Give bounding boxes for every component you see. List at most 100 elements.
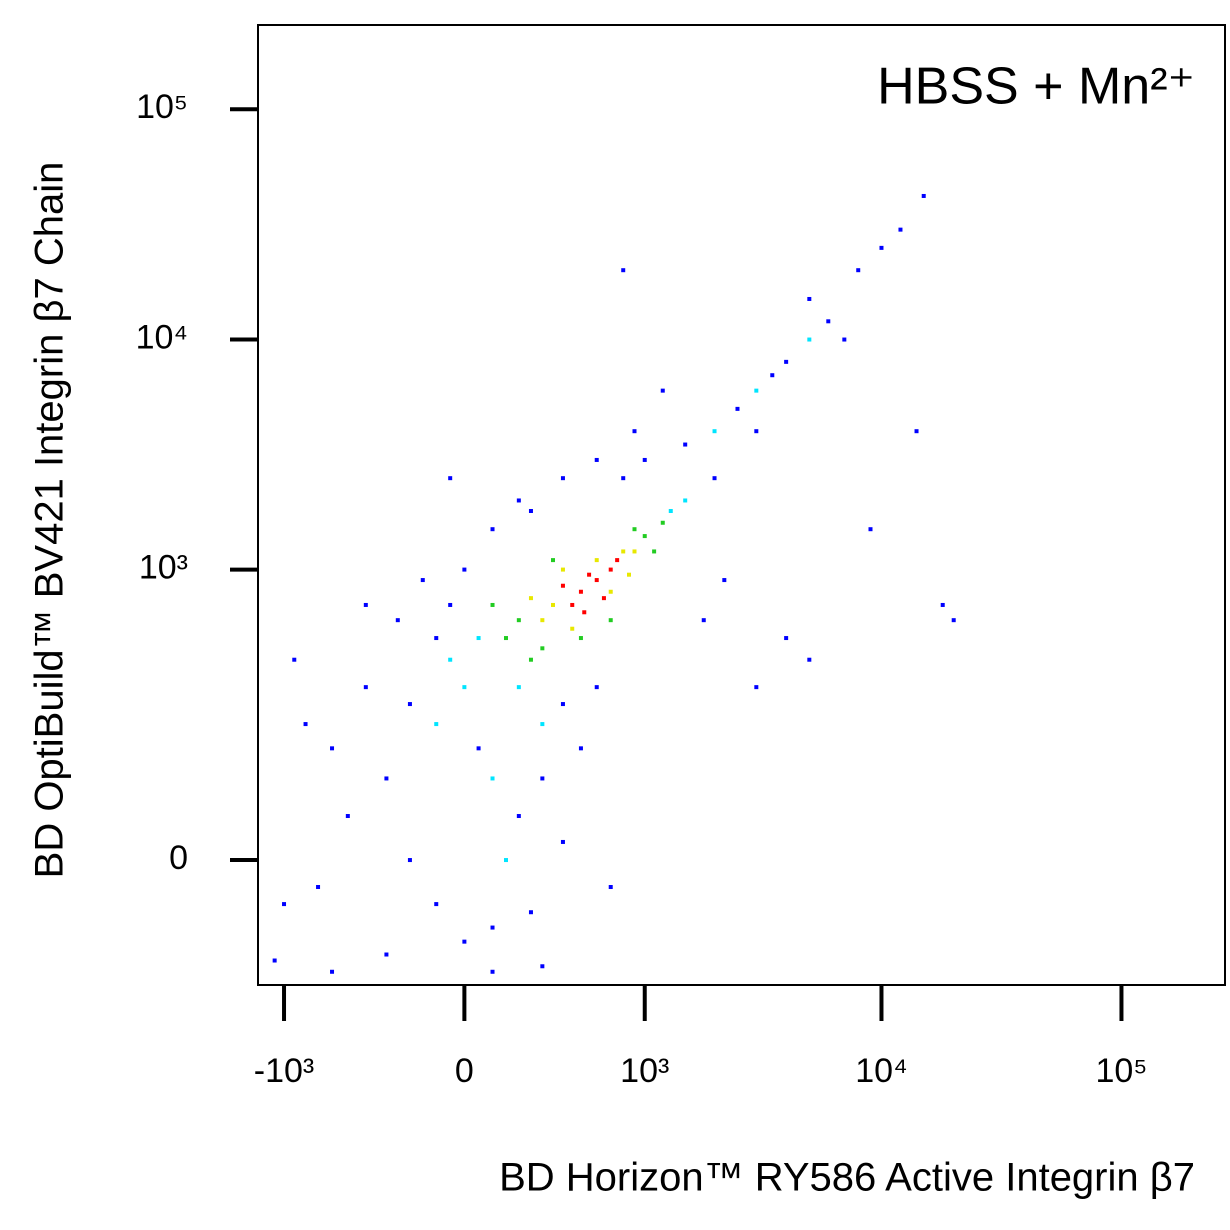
point xyxy=(632,527,637,532)
point xyxy=(540,776,545,781)
point xyxy=(434,722,439,727)
point xyxy=(712,429,717,434)
point xyxy=(292,657,297,662)
point xyxy=(594,457,599,462)
x-tick-label: 10³ xyxy=(620,1052,669,1090)
x-tick-label: -10³ xyxy=(254,1052,314,1090)
point xyxy=(330,746,335,751)
point xyxy=(490,776,495,781)
point xyxy=(282,902,287,907)
point xyxy=(807,657,812,662)
point xyxy=(807,296,812,301)
point xyxy=(363,602,368,607)
point xyxy=(462,685,467,690)
point xyxy=(632,549,637,554)
y-tick-label: 10⁵ xyxy=(136,88,188,126)
point xyxy=(754,685,759,690)
point xyxy=(384,776,389,781)
point xyxy=(345,814,350,819)
point xyxy=(578,636,583,641)
point xyxy=(856,268,861,273)
point xyxy=(660,388,665,393)
point xyxy=(770,373,775,378)
point xyxy=(303,722,308,727)
point xyxy=(407,702,412,707)
point xyxy=(407,858,412,863)
point xyxy=(735,406,740,411)
point xyxy=(826,319,831,324)
point xyxy=(540,722,545,727)
point xyxy=(879,245,884,250)
point xyxy=(560,839,565,844)
point xyxy=(712,476,717,481)
point xyxy=(940,602,945,607)
point xyxy=(516,814,521,819)
point xyxy=(560,702,565,707)
point xyxy=(560,583,565,588)
point xyxy=(528,910,533,915)
point xyxy=(621,268,626,273)
point xyxy=(784,636,789,641)
x-tick-label: 10⁴ xyxy=(855,1052,907,1090)
y-tick-label: 0 xyxy=(169,839,188,877)
point xyxy=(570,602,575,607)
y-tick-label: 10³ xyxy=(139,549,188,587)
point xyxy=(272,958,277,963)
point xyxy=(448,476,453,481)
point xyxy=(615,558,620,563)
point xyxy=(683,498,688,503)
point xyxy=(540,618,545,623)
point xyxy=(621,476,626,481)
point xyxy=(621,549,626,554)
point xyxy=(516,685,521,690)
point xyxy=(608,567,613,572)
point xyxy=(363,685,368,690)
x-tick-label: 10⁵ xyxy=(1096,1052,1148,1090)
point xyxy=(594,558,599,563)
point xyxy=(434,902,439,907)
point xyxy=(587,572,592,577)
point xyxy=(490,925,495,930)
point xyxy=(642,457,647,462)
point xyxy=(490,969,495,974)
point xyxy=(551,558,556,563)
point xyxy=(462,939,467,944)
point xyxy=(921,193,926,198)
point xyxy=(516,498,521,503)
point xyxy=(594,685,599,690)
y-axis-title: BD OptiBuild™ BV421 Integrin β7 Chain xyxy=(28,162,72,879)
point xyxy=(528,657,533,662)
point xyxy=(578,746,583,751)
point xyxy=(462,567,467,572)
point xyxy=(627,572,632,577)
point xyxy=(868,527,873,532)
point xyxy=(652,549,657,554)
point xyxy=(395,618,400,623)
point xyxy=(594,578,599,583)
plot-frame xyxy=(257,24,1226,986)
y-tick-label: 10⁴ xyxy=(136,319,188,357)
point xyxy=(642,534,647,539)
point xyxy=(490,527,495,532)
point xyxy=(540,646,545,651)
point xyxy=(528,596,533,601)
point xyxy=(608,618,613,623)
point xyxy=(540,964,545,969)
point xyxy=(448,657,453,662)
point xyxy=(608,589,613,594)
point xyxy=(914,429,919,434)
point xyxy=(807,337,812,342)
chart-title: HBSS + Mn²⁺ xyxy=(877,58,1195,116)
point xyxy=(316,885,321,890)
point xyxy=(668,508,673,513)
point xyxy=(560,567,565,572)
point xyxy=(560,476,565,481)
point xyxy=(476,636,481,641)
point xyxy=(951,618,956,623)
point xyxy=(754,388,759,393)
point xyxy=(608,885,613,890)
x-tick-label: 0 xyxy=(455,1052,474,1090)
point xyxy=(632,429,637,434)
